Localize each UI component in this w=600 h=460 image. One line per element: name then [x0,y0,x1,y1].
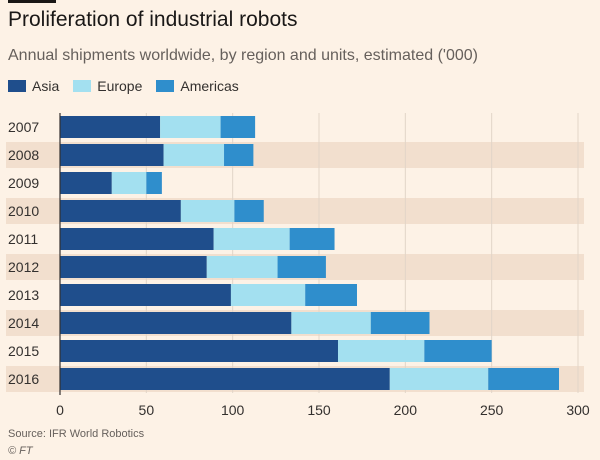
bar-americas-2011 [289,228,335,250]
y-tick-label-2015: 2015 [8,343,39,359]
bar-americas-2010 [234,200,264,222]
y-tick-label-2011: 2011 [8,231,38,247]
bar-asia-2008 [60,144,164,166]
bar-americas-2014 [370,312,430,334]
legend-swatch-europe [73,80,92,92]
bar-asia-2014 [60,312,292,334]
bar-asia-2009 [60,172,112,194]
legend-label-asia: Asia [32,78,60,94]
chart-subtitle: Annual shipments worldwide, by region an… [8,47,478,64]
bar-asia-2013 [60,284,231,306]
x-tick-label-300: 300 [566,402,590,418]
legend-item-europe: Europe [73,78,142,94]
y-tick-label-2016: 2016 [8,371,39,387]
legend-item-asia: Asia [8,78,59,94]
x-tick-label-100: 100 [221,402,245,418]
bar-asia-2007 [60,116,161,138]
legend-label-americas: Americas [180,78,239,94]
y-tick-label-2012: 2012 [8,259,39,275]
bar-asia-2010 [60,200,181,222]
bar-americas-2016 [488,368,560,390]
bar-europe-2014 [291,312,371,334]
y-tick-label-2008: 2008 [8,147,39,163]
bar-europe-2009 [111,172,147,194]
bar-americas-2013 [305,284,357,306]
title-rule [8,0,56,3]
bar-europe-2016 [389,368,489,390]
source-note: Source: IFR World Robotics [8,428,145,440]
bar-europe-2012 [206,256,278,278]
y-tick-label-2007: 2007 [8,119,39,135]
x-tick-label-200: 200 [394,402,418,418]
legend-label-europe: Europe [97,78,143,94]
legend-swatch-asia [8,80,26,92]
bar-europe-2010 [180,200,235,222]
x-tick-label-0: 0 [56,402,64,418]
bar-asia-2016 [60,368,390,390]
bar-americas-2012 [277,256,326,278]
bar-asia-2015 [60,340,338,362]
ft-credit: © FT [8,445,33,457]
bar-europe-2013 [230,284,306,306]
x-tick-label-250: 250 [480,402,504,418]
bar-americas-2009 [146,172,162,194]
stacked-bar-chart: 2007 2008 2009 2010 2011 2012 2013 2014 2015 2016… [6,113,590,418]
y-tick-label-2010: 2010 [8,203,39,219]
legend-swatch-americas [156,80,175,92]
legend-item-americas: Americas [156,78,239,94]
x-tick-label-50: 50 [139,402,155,418]
bar-americas-2008 [224,144,254,166]
bar-americas-2007 [220,116,256,138]
bar-europe-2008 [163,144,225,166]
chart-legend: Asia Europe Americas [8,78,253,94]
bar-asia-2012 [60,256,207,278]
chart-title: Proliferation of industrial robots [8,8,298,31]
bar-europe-2011 [213,228,290,250]
x-tick-label-150: 150 [307,402,331,418]
bar-europe-2015 [337,340,425,362]
bar-asia-2011 [60,228,214,250]
y-tick-label-2013: 2013 [8,287,39,303]
bar-europe-2007 [160,116,221,138]
y-tick-label-2009: 2009 [8,175,39,191]
y-tick-label-2014: 2014 [8,315,39,331]
bar-americas-2015 [424,340,492,362]
